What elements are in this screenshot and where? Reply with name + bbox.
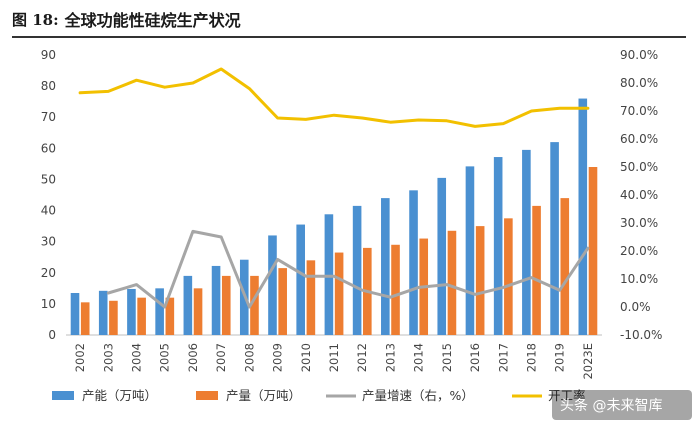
title-underline	[12, 36, 686, 38]
production-bar	[221, 275, 231, 335]
watermark-backdrop	[552, 390, 692, 420]
capacity-bar	[98, 290, 108, 335]
capacity-bar	[296, 224, 305, 335]
y-right-tick-label: 0.0%	[620, 300, 651, 314]
y-left-tick-label: 20	[41, 266, 56, 280]
y-left-tick-label: 0	[48, 328, 56, 342]
capacity-bar	[70, 293, 80, 335]
figure-number: 图 18:	[12, 10, 59, 29]
y-left-tick-label: 60	[41, 141, 56, 155]
utilization-rate-line	[78, 67, 590, 128]
y-right-tick-label: 50.0%	[620, 160, 658, 174]
y-left-tick-label: 30	[41, 235, 56, 249]
production-bar	[560, 198, 570, 335]
capacity-bar	[409, 190, 418, 335]
x-tick-label: 2015	[440, 343, 454, 372]
x-tick-label: 2016	[468, 343, 482, 372]
y-left-tick-label: 70	[41, 110, 56, 124]
x-tick-label: 2009	[271, 343, 285, 372]
x-tick-label: 2006	[186, 343, 200, 372]
y-left-tick-label: 90	[41, 48, 56, 62]
x-tick-label: 2023E	[581, 343, 595, 380]
production-bar	[334, 252, 344, 335]
x-tick-label: 2003	[101, 343, 115, 372]
legend-utilization-label: 开工率	[548, 388, 586, 403]
x-tick-label: 2012	[355, 343, 369, 372]
y-left-tick-label: 80	[41, 79, 56, 93]
x-tick-label: 2004	[130, 343, 144, 372]
watermark-text: 头条 @未来智库	[560, 397, 662, 414]
x-tick-label: 2005	[158, 343, 172, 372]
legend-capacity-label: 产能（万吨）	[82, 388, 157, 403]
y-right-tick-label: 60.0%	[620, 132, 658, 146]
capacity-bar	[211, 265, 221, 335]
production-bar	[278, 268, 287, 335]
x-tick-label: 2002	[73, 343, 87, 372]
capacity-bar	[127, 288, 136, 335]
production-bar	[137, 297, 146, 335]
legend-growth-rate-label: 产量增速（右，%）	[362, 388, 474, 403]
x-tick-label: 2014	[412, 343, 426, 372]
capacity-bar	[352, 205, 362, 335]
capacity-bar	[578, 98, 588, 335]
capacity-bar	[437, 177, 447, 335]
y-right-tick-label: 30.0%	[620, 216, 658, 230]
y-right-tick-label: 20.0%	[620, 244, 658, 258]
production-bar	[165, 297, 175, 335]
capacity-bar	[268, 235, 277, 335]
production-bar	[532, 205, 541, 335]
production-bar	[588, 167, 598, 335]
growth-rate-line	[106, 229, 590, 309]
y-right-tick-label: 80.0%	[620, 76, 658, 90]
y-left-tick-label: 10	[41, 297, 56, 311]
capacity-bar	[324, 214, 334, 335]
capacity-bar	[381, 198, 390, 335]
capacity-bar	[550, 142, 559, 335]
legend-capacity-swatch	[52, 391, 74, 400]
production-bar	[193, 288, 203, 335]
x-tick-label: 2018	[524, 343, 538, 372]
production-bar	[250, 275, 259, 335]
x-tick-label: 2011	[327, 343, 341, 372]
capacity-bar	[522, 149, 531, 335]
x-tick-label: 2013	[383, 343, 397, 372]
production-bar	[306, 260, 316, 335]
y-right-tick-label: 10.0%	[620, 272, 658, 286]
x-tick-label: 2010	[299, 343, 313, 372]
x-tick-label: 2008	[242, 343, 256, 372]
y-right-tick-label: 70.0%	[620, 104, 658, 118]
x-tick-label: 2007	[214, 343, 228, 372]
production-bar	[109, 300, 118, 335]
y-left-tick-label: 50	[41, 172, 56, 186]
legend-production-label: 产量（万吨）	[226, 388, 301, 403]
production-bar	[80, 302, 90, 335]
production-bar	[447, 230, 457, 335]
x-tick-label: 2017	[496, 343, 510, 372]
y-right-tick-label: 40.0%	[620, 188, 658, 202]
y-right-tick-label: -10.0%	[620, 328, 662, 342]
capacity-bar	[183, 275, 193, 335]
y-left-tick-label: 40	[41, 204, 56, 218]
x-tick-label: 2019	[553, 343, 567, 372]
production-bar	[391, 244, 400, 335]
capacity-bar	[493, 157, 503, 335]
chart-title: 全球功能性硅烷生产状况	[64, 11, 241, 30]
production-bar	[504, 218, 513, 335]
y-right-tick-label: 90.0%	[620, 48, 658, 62]
legend-production-swatch	[196, 391, 218, 400]
chart-header: 图 18: 全球功能性硅烷生产状况	[12, 6, 241, 32]
capacity-bar	[155, 288, 164, 335]
production-bar	[475, 226, 485, 335]
capacity-bar	[465, 166, 475, 335]
